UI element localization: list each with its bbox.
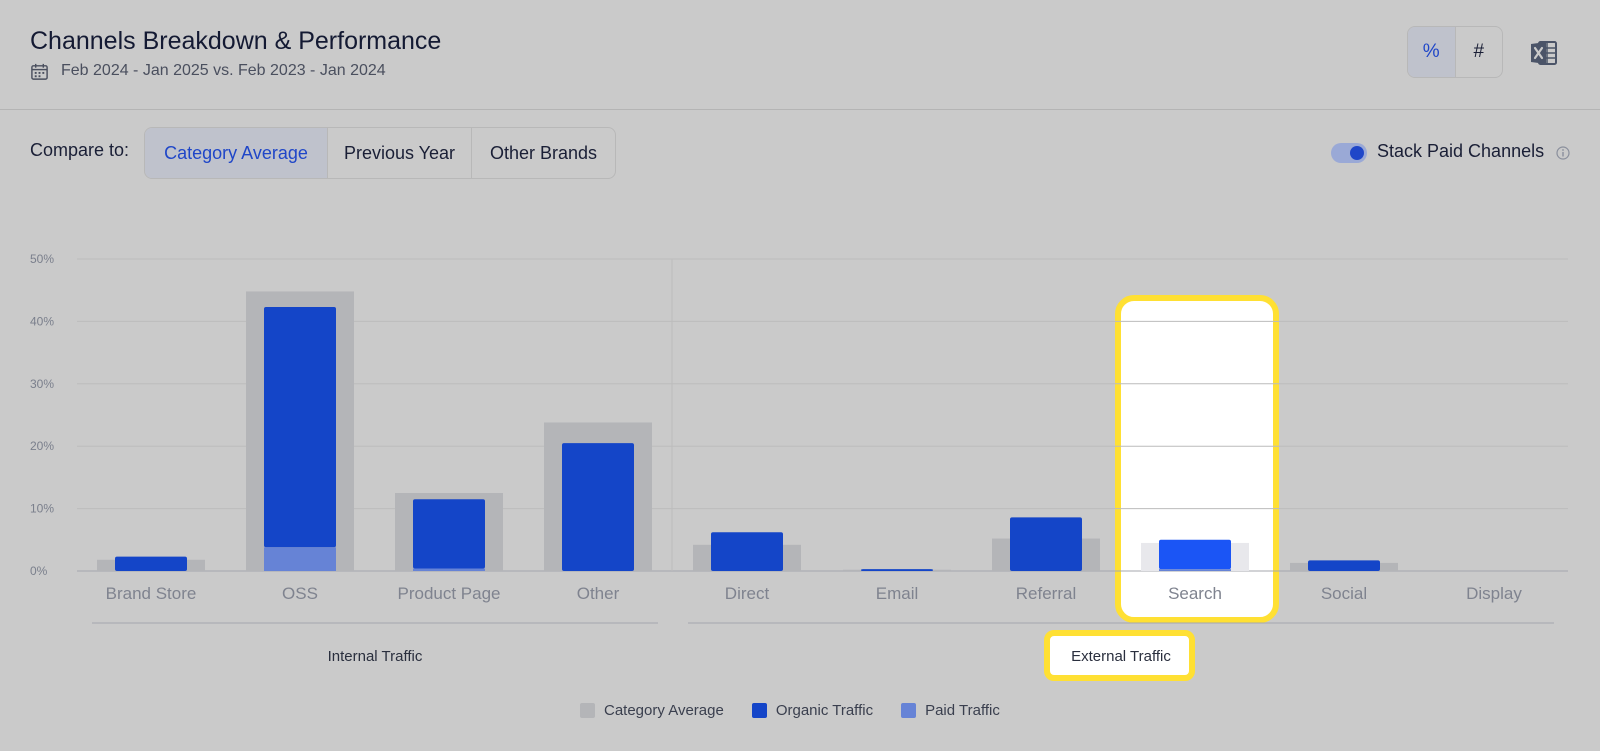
compare-label: Compare to:	[30, 140, 130, 160]
x-category-label: Display	[1466, 584, 1522, 603]
group-label: Internal Traffic	[328, 648, 423, 665]
compare-previous-year-button[interactable]: Previous Year	[327, 128, 471, 178]
bar-paid-traffic	[1159, 569, 1231, 571]
y-tick-label: 50%	[30, 252, 54, 266]
bar-paid-traffic	[264, 547, 336, 571]
legend-item-paid-traffic[interactable]: Paid Traffic	[901, 702, 1000, 719]
percent-button[interactable]: %	[1408, 27, 1455, 77]
x-category-label: Direct	[725, 584, 770, 603]
legend-item-organic-traffic[interactable]: Organic Traffic	[751, 701, 874, 719]
legend-label-category-average: Category Average	[604, 701, 724, 719]
compare-segmented-control: Category Average Previous Year Other Bra…	[144, 127, 616, 179]
x-category-label: OSS	[282, 584, 318, 603]
compare-category-average-button[interactable]: Category Average	[145, 128, 327, 178]
group-label: External Traffic	[1071, 648, 1171, 665]
x-category-label: Search	[1168, 584, 1222, 603]
bar-organic-traffic	[115, 556, 187, 571]
stack-paid-label: Stack Paid Channels	[1377, 141, 1545, 161]
bar-organic-traffic	[264, 307, 336, 548]
calendar-icon	[31, 63, 48, 80]
legend-label-organic-traffic: Organic Traffic	[775, 701, 874, 719]
y-tick-label: 30%	[30, 377, 54, 391]
bar-paid-traffic	[413, 568, 485, 571]
bar-organic-traffic	[1308, 560, 1380, 571]
x-category-label: Email	[876, 584, 919, 603]
legend-item-category-average[interactable]: Category Average	[580, 702, 724, 719]
bar-organic-traffic	[562, 443, 634, 571]
bar-organic-traffic	[1159, 539, 1231, 570]
bar-organic-traffic	[861, 569, 933, 571]
x-category-label: Brand Store	[106, 584, 197, 603]
date-range-text: Feb 2024 - Jan 2025 vs. Feb 2023 - Jan 2…	[61, 62, 386, 79]
date-range: Feb 2024 - Jan 2025 vs. Feb 2023 - Jan 2…	[30, 60, 386, 82]
info-icon[interactable]	[1556, 146, 1570, 160]
x-category-label: Social	[1321, 584, 1367, 603]
y-tick-label: 20%	[30, 439, 54, 453]
excel-icon[interactable]	[1528, 37, 1560, 69]
bar-organic-traffic	[711, 532, 783, 571]
chart-legend: Category Average Organic Traffic Paid Tr…	[580, 700, 1000, 720]
y-tick-label: 40%	[30, 314, 54, 328]
legend-label-paid-traffic: Paid Traffic	[925, 701, 1000, 719]
widget-header: Channels Breakdown & Performance Feb 202…	[0, 0, 1600, 110]
bar-organic-traffic	[1010, 517, 1082, 571]
unit-toggle: % #	[1407, 26, 1503, 78]
highlight-external-traffic-box	[1044, 630, 1195, 681]
bar-organic-traffic	[413, 499, 485, 569]
toggle-knob	[1350, 146, 1364, 160]
page-title: Channels Breakdown & Performance	[30, 27, 442, 55]
legend-swatch-paid-traffic	[901, 702, 917, 718]
legend-swatch-category-average	[580, 702, 595, 718]
x-category-label: Product Page	[397, 584, 500, 603]
highlight-search-panel	[1115, 295, 1279, 623]
x-category-label: Other	[577, 584, 620, 603]
y-tick-label: 10%	[30, 502, 54, 516]
number-button[interactable]: #	[1454, 27, 1503, 77]
compare-other-brands-button[interactable]: Other Brands	[471, 128, 615, 178]
x-category-label: Referral	[1016, 584, 1076, 603]
legend-swatch-organic-traffic	[751, 702, 767, 718]
stack-paid-toggle[interactable]	[1331, 143, 1367, 163]
y-tick-label: 0%	[30, 564, 48, 578]
